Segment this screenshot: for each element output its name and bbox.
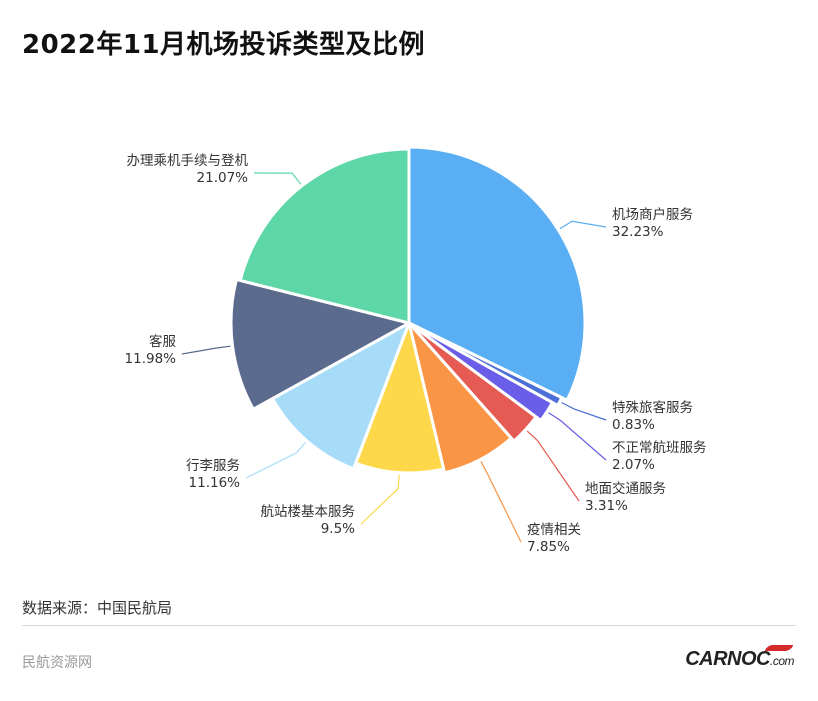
slice-category-label: 不正常航班服务 (612, 440, 707, 456)
leader-line (181, 345, 231, 355)
leader-line (526, 430, 580, 502)
pie-slice (407, 321, 538, 443)
pie-slice (407, 321, 554, 422)
pie-slice (271, 321, 411, 471)
leader-line (559, 220, 607, 230)
slice-category-label: 疫情相关 (527, 522, 581, 538)
chart-title: 2022年11月机场投诉类型及比例 (22, 30, 426, 60)
leader-line (480, 461, 522, 543)
slice-percent-label: 0.83% (612, 417, 655, 433)
slice-percent-label: 9.5% (321, 521, 355, 537)
slice-percent-label: 21.07% (197, 170, 249, 186)
slice-percent-label: 11.16% (189, 475, 241, 491)
pie-slice (238, 147, 411, 325)
slice-category-label: 行李服务 (186, 458, 240, 474)
pie-slice (407, 145, 587, 402)
logo-swoosh-icon (764, 645, 794, 651)
leader-line (548, 412, 607, 461)
pie-slice (407, 321, 513, 475)
pie-slice (354, 321, 446, 475)
slice-percent-label: 32.23% (612, 224, 664, 240)
logo-main: CARNOC (685, 648, 770, 670)
leader-line (360, 474, 400, 525)
slice-category-label: 客服 (149, 333, 176, 350)
slice-category-label: 地面交通服务 (585, 480, 666, 497)
slice-category-label: 特殊旅客服务 (612, 399, 693, 416)
pie-slices (229, 145, 587, 475)
leader-line (253, 172, 302, 185)
slice-percent-label: 11.98% (125, 351, 177, 367)
slice-percent-label: 7.85% (527, 539, 570, 555)
carnoc-logo: CARNOC.com (685, 645, 795, 671)
slice-percent-label: 2.07% (612, 457, 655, 473)
leader-line (561, 401, 607, 421)
slice-category-label: 机场商户服务 (612, 206, 693, 223)
slice-percent-label: 3.31% (585, 498, 628, 514)
footer-divider (22, 625, 796, 626)
slice-category-label: 航站楼基本服务 (261, 503, 356, 520)
leader-line (245, 442, 306, 479)
footer-brand-text: 民航资源网 (22, 655, 92, 671)
slice-category-label: 办理乘机手续与登机 (127, 153, 249, 169)
logo-suffix: .com (769, 654, 795, 668)
leader-lines (181, 172, 607, 543)
data-source: 数据来源：中国民航局 (22, 599, 173, 617)
